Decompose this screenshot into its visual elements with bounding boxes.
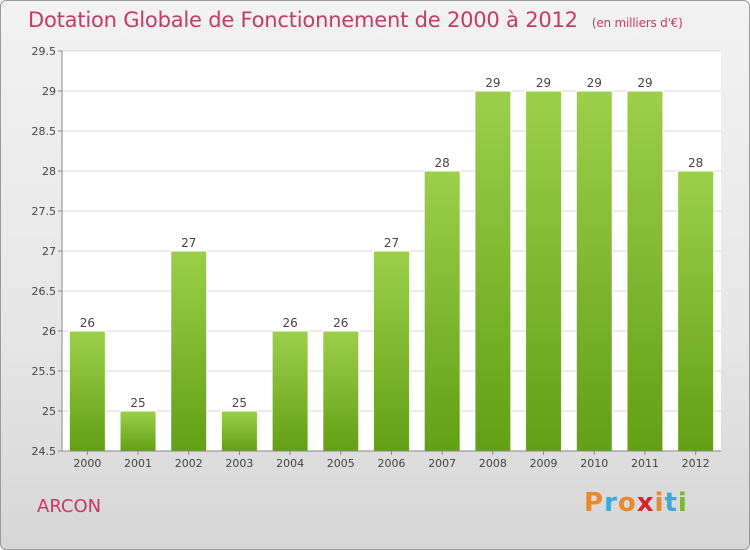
y-tick-label: 29 <box>42 85 56 98</box>
proxiti-logo: Proxiti <box>584 488 688 518</box>
data-label: 29 <box>485 76 500 90</box>
x-axis-ticks: 2000 2001 2002 2003 2004 2005 2006 2007 2008 2009… <box>73 451 710 470</box>
bar-2011 <box>626 90 664 452</box>
x-tick-label: 2005 <box>327 457 355 470</box>
x-tick-label: 2002 <box>175 457 203 470</box>
bar-2006 <box>373 250 410 452</box>
data-labels: 26 25 27 25 26 26 27 28 29 29 29 29 28 <box>80 76 704 410</box>
chart-title: Dotation Globale de Fonctionnement de 20… <box>28 8 683 32</box>
logo-letter: o <box>617 488 637 518</box>
bar-2005 <box>322 330 360 452</box>
x-tick-label: 2012 <box>682 457 710 470</box>
bar-2003 <box>220 410 258 452</box>
data-label: 25 <box>130 396 145 410</box>
bar-2001 <box>119 410 157 452</box>
y-tick-label: 26.5 <box>32 285 57 298</box>
logo-letter: r <box>604 488 618 518</box>
logo-letter: P <box>584 488 605 518</box>
x-tick-label: 2003 <box>225 457 253 470</box>
x-tick-label: 2008 <box>479 457 507 470</box>
bar-2009 <box>525 90 563 452</box>
x-tick-label: 2009 <box>530 457 558 470</box>
y-tick-label: 24.5 <box>32 445 57 458</box>
logo-letter: x <box>636 488 655 518</box>
bar-2002 <box>170 250 208 452</box>
y-tick-label: 29.5 <box>32 45 57 58</box>
bar-2007 <box>423 170 461 452</box>
chart-subtitle: (en milliers d'€) <box>591 16 683 30</box>
data-label: 26 <box>333 316 348 330</box>
x-tick-label: 2001 <box>124 457 152 470</box>
bar-2004 <box>271 330 309 452</box>
data-label: 26 <box>282 316 297 330</box>
y-tick-label: 25.5 <box>32 365 57 378</box>
data-label: 28 <box>435 156 450 170</box>
chart-title-text: Dotation Globale de Fonctionnement de 20… <box>28 8 578 32</box>
data-label: 29 <box>587 76 602 90</box>
data-label: 29 <box>536 76 551 90</box>
y-tick-label: 25 <box>42 405 56 418</box>
x-tick-label: 2006 <box>378 457 406 470</box>
data-label: 25 <box>232 396 247 410</box>
y-axis-ticks: 24.5 25 25.5 26 26.5 27 27.5 28 28.5 29 29.5 <box>32 45 62 458</box>
logo-letter: i <box>654 488 665 518</box>
commune-name: ARCON <box>37 496 102 517</box>
data-label: 28 <box>688 156 703 170</box>
x-tick-label: 2007 <box>428 457 456 470</box>
data-label: 29 <box>637 76 652 90</box>
logo-letter: t <box>664 488 678 518</box>
y-tick-label: 27.5 <box>32 205 57 218</box>
bar-2012 <box>677 170 715 452</box>
data-label: 27 <box>181 236 196 250</box>
x-tick-label: 2000 <box>73 457 101 470</box>
y-tick-label: 26 <box>42 325 56 338</box>
bar-2000 <box>68 330 106 452</box>
x-tick-label: 2011 <box>631 457 659 470</box>
y-tick-label: 28.5 <box>32 125 57 138</box>
logo-letter: i <box>677 488 688 518</box>
y-tick-label: 27 <box>42 245 56 258</box>
y-tick-label: 28 <box>42 165 56 178</box>
x-tick-label: 2004 <box>276 457 304 470</box>
data-label: 26 <box>80 316 95 330</box>
data-label: 27 <box>384 236 399 250</box>
bar-2008 <box>474 90 512 452</box>
x-tick-label: 2010 <box>580 457 608 470</box>
bar-2010 <box>575 90 613 452</box>
